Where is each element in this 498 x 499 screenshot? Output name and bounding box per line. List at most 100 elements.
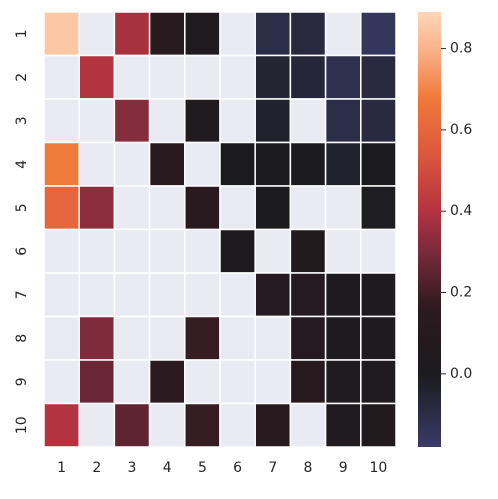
heatmap-cell-10-9: [324, 402, 362, 448]
y-tick-label: 8: [14, 334, 30, 343]
heatmap-cell-9-8: [289, 359, 327, 405]
colorbar-gradient: [418, 12, 441, 447]
x-tick-label: 10: [369, 460, 387, 476]
heatmap-cell-7-9: [324, 272, 362, 318]
heatmap-cell-3-1: [43, 98, 80, 144]
colorbar: 0.0 0.2 0.4 0.6 0.8: [418, 12, 472, 447]
heatmap-cell-5-10: [360, 185, 397, 231]
heatmap-cell-8-6: [219, 315, 256, 361]
heatmap-cell-3-4: [148, 98, 186, 144]
heatmap-cell-8-3: [113, 315, 151, 361]
y-tick-label: 1: [14, 29, 30, 38]
heatmap-cell-5-1: [43, 185, 80, 231]
heatmap-cells: [43, 11, 397, 448]
heatmap-cell-3-9: [324, 98, 362, 144]
heatmap-cell-10-3: [113, 402, 151, 448]
heatmap-cell-7-3: [113, 272, 151, 318]
heatmap-cell-1-2: [78, 11, 116, 57]
x-tick-label: 8: [304, 460, 313, 476]
heatmap-cell-7-5: [184, 272, 221, 318]
heatmap-cell-7-4: [148, 272, 186, 318]
colorbar-tick-label: 0.8: [450, 41, 472, 57]
heatmap-cell-9-9: [324, 359, 362, 405]
heatmap-cell-4-10: [360, 141, 397, 187]
heatmap-cell-9-1: [43, 359, 80, 405]
y-tick-label: 6: [14, 247, 30, 256]
heatmap-cell-5-9: [324, 185, 362, 231]
y-tick-label: 9: [14, 377, 30, 386]
x-tick-label: 6: [233, 460, 242, 476]
colorbar-tick-label: 0.0: [450, 366, 472, 382]
heatmap-cell-1-6: [219, 11, 256, 57]
heatmap-cell-1-1: [43, 11, 80, 57]
heatmap-cell-2-8: [289, 54, 327, 100]
heatmap-cell-9-10: [360, 359, 397, 405]
heatmap-cell-7-2: [78, 272, 116, 318]
heatmap-cell-1-10: [360, 11, 397, 57]
heatmap-cell-8-8: [289, 315, 327, 361]
heatmap-cell-1-3: [113, 11, 151, 57]
y-tick-label: 2: [14, 73, 30, 82]
heatmap-cell-4-5: [184, 141, 221, 187]
heatmap-cell-6-4: [148, 228, 186, 274]
heatmap-cell-9-6: [219, 359, 256, 405]
colorbar-tick-label: 0.6: [450, 122, 472, 138]
heatmap-cell-4-1: [43, 141, 80, 187]
heatmap-cell-1-5: [184, 11, 221, 57]
heatmap-cell-4-7: [254, 141, 292, 187]
heatmap-cell-6-2: [78, 228, 116, 274]
heatmap-cell-10-6: [219, 402, 256, 448]
heatmap-cell-2-7: [254, 54, 292, 100]
x-tick-label: 9: [339, 460, 348, 476]
heatmap-cell-5-5: [184, 185, 221, 231]
heatmap-cell-9-3: [113, 359, 151, 405]
heatmap-cell-7-1: [43, 272, 80, 318]
heatmap-cell-7-8: [289, 272, 327, 318]
heatmap-cell-4-6: [219, 141, 256, 187]
heatmap-cell-4-9: [324, 141, 362, 187]
heatmap-cell-3-7: [254, 98, 292, 144]
heatmap-cell-7-6: [219, 272, 256, 318]
heatmap-cell-8-4: [148, 315, 186, 361]
heatmap-cell-1-8: [289, 11, 327, 57]
heatmap-cell-10-4: [148, 402, 186, 448]
heatmap-cell-7-10: [360, 272, 397, 318]
y-axis-ticks: 1 2 3 4 5 6 7 8 9 10: [14, 29, 30, 434]
heatmap-cell-6-6: [219, 228, 256, 274]
x-tick-label: 7: [268, 460, 277, 476]
heatmap-cell-3-10: [360, 98, 397, 144]
heatmap-cell-4-2: [78, 141, 116, 187]
x-tick-label: 5: [198, 460, 207, 476]
heatmap-cell-2-3: [113, 54, 151, 100]
heatmap-cell-2-10: [360, 54, 397, 100]
heatmap-cell-6-1: [43, 228, 80, 274]
heatmap-cell-3-2: [78, 98, 116, 144]
heatmap-cell-8-5: [184, 315, 221, 361]
heatmap-cell-9-5: [184, 359, 221, 405]
heatmap-cell-2-2: [78, 54, 116, 100]
colorbar-tick-label: 0.2: [450, 285, 472, 301]
heatmap-cell-8-7: [254, 315, 292, 361]
heatmap-cell-6-8: [289, 228, 327, 274]
y-tick-label: 10: [14, 416, 30, 434]
heatmap-cell-10-10: [360, 402, 397, 448]
heatmap-cell-10-8: [289, 402, 327, 448]
colorbar-tick-label: 0.4: [450, 203, 472, 219]
heatmap-cell-7-7: [254, 272, 292, 318]
heatmap-cell-6-7: [254, 228, 292, 274]
heatmap-cell-10-7: [254, 402, 292, 448]
heatmap-cell-8-9: [324, 315, 362, 361]
heatmap-cell-10-1: [43, 402, 80, 448]
heatmap-cell-3-3: [113, 98, 151, 144]
heatmap-cell-5-3: [113, 185, 151, 231]
heatmap-cell-6-10: [360, 228, 397, 274]
x-axis-ticks: 1 2 3 4 5 6 7 8 9 10: [57, 460, 387, 476]
y-tick-label: 3: [14, 116, 30, 125]
x-tick-label: 2: [92, 460, 101, 476]
heatmap-cell-6-5: [184, 228, 221, 274]
x-tick-label: 3: [128, 460, 137, 476]
heatmap-cell-5-2: [78, 185, 116, 231]
heatmap-cell-9-7: [254, 359, 292, 405]
heatmap-cell-1-4: [148, 11, 186, 57]
